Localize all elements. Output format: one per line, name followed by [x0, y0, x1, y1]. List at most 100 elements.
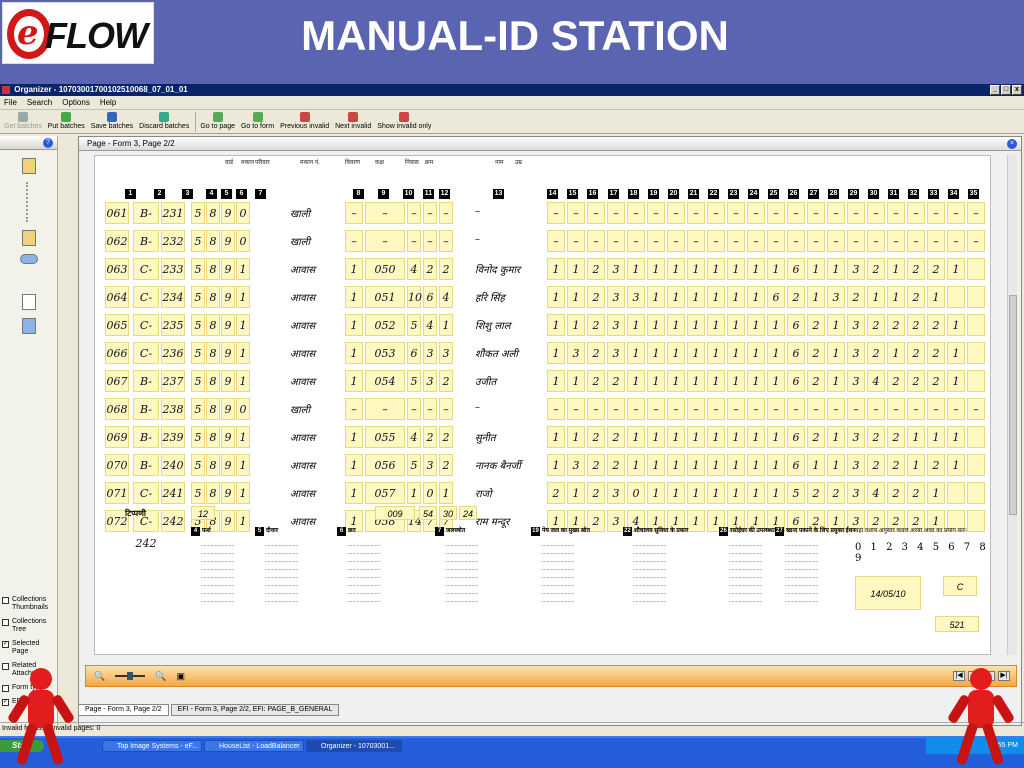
instruction-line: ........................: [541, 550, 575, 556]
instruction-line: ........................: [729, 550, 763, 556]
column-number: 21: [688, 189, 699, 199]
show-invalid-only-button[interactable]: Show invalid only: [377, 112, 431, 130]
menu-file[interactable]: File: [4, 98, 17, 107]
menu-help[interactable]: Help: [99, 98, 117, 107]
menu-options[interactable]: Options: [62, 98, 90, 107]
close-button[interactable]: x: [1012, 85, 1022, 95]
data-cell: 3: [423, 342, 437, 364]
checkbox[interactable]: ✓: [2, 641, 9, 648]
previous-invalid-icon: [299, 112, 310, 122]
data-cell: 1: [236, 258, 250, 280]
get-batches-button[interactable]: Get batches: [4, 112, 42, 130]
data-cell: 1: [567, 510, 585, 532]
tab-efi[interactable]: EFI - Form 3, Page 2/2, EFI: PAGE_B_GENE…: [170, 704, 340, 716]
total-cell: 54: [419, 506, 437, 520]
menu-search[interactable]: Search: [26, 98, 53, 107]
data-cell: 1: [687, 286, 705, 308]
form-page-image[interactable]: 1 2 3 4 5 6 7 8 9 10 11 12 13 14 15 16 17 18 19 20 21 22 23 24 2…: [94, 155, 991, 655]
next-invalid-button[interactable]: Next invalid: [335, 112, 371, 130]
red-figure-left: [6, 668, 78, 768]
option-related-attachment[interactable]: Related Attachment: [2, 662, 57, 678]
task-top-image-systems[interactable]: Top Image Systems - eF...: [102, 740, 202, 752]
data-cell: 1: [727, 482, 745, 504]
checkbox[interactable]: [2, 597, 9, 604]
zoom-slider-handle[interactable]: [127, 672, 134, 680]
data-cell: 5: [191, 286, 205, 308]
checkbox[interactable]: ✓: [2, 699, 9, 706]
data-cell: –: [667, 230, 685, 252]
stack-icon[interactable]: [21, 230, 36, 246]
option-form-type[interactable]: Form type: [2, 684, 57, 692]
data-cell: 1: [827, 314, 845, 336]
book-icon[interactable]: [21, 318, 36, 334]
task-organizer[interactable]: Organizer - 10703001...: [306, 740, 402, 752]
column-number: 12: [439, 189, 450, 199]
scroll-thumb[interactable]: [1009, 295, 1017, 515]
document-viewer: Page - Form 3, Page 2/2 × 1 2 3 4 5 6 7 8 9 10 11 1…: [78, 136, 1022, 726]
ruler-icon[interactable]: [25, 182, 32, 222]
data-cell: 1: [707, 426, 725, 448]
discard-batches-button[interactable]: Discard batches: [139, 112, 189, 130]
data-cell: 1: [345, 258, 363, 280]
tab-page-form[interactable]: Page - Form 3, Page 2/2: [78, 704, 169, 716]
data-cell: 1: [927, 426, 945, 448]
last-page-icon[interactable]: ▶|: [998, 671, 1010, 681]
maximize-button[interactable]: □: [1001, 85, 1011, 95]
glasses-icon[interactable]: [19, 254, 38, 264]
option-collections-thumbnails[interactable]: Collections Thumbnails: [2, 596, 57, 612]
option-collections-tree[interactable]: Collections Tree: [2, 618, 57, 634]
head-of-household-name: –: [475, 206, 480, 217]
instruction-line: ........................: [541, 558, 575, 564]
data-cell: 1: [947, 370, 965, 392]
help-icon[interactable]: ?: [43, 138, 53, 148]
document-icon[interactable]: [21, 294, 36, 310]
instruction-line: ........................: [201, 566, 235, 572]
data-cell: 2: [867, 510, 885, 532]
go-to-page-button[interactable]: Go to page: [200, 112, 235, 130]
data-cell: 1: [767, 454, 785, 476]
checkbox[interactable]: [2, 619, 9, 626]
data-cell: 3: [607, 314, 625, 336]
data-cell: 8: [206, 454, 220, 476]
instruction-line: ........................: [201, 590, 235, 596]
data-cell: 054: [365, 370, 405, 392]
zoom-in-icon[interactable]: 🔍: [155, 670, 167, 681]
data-cell: 5: [191, 370, 205, 392]
data-cell: 2: [423, 258, 437, 280]
zoom-out-icon[interactable]: 🔍: [94, 670, 106, 681]
data-cell: 1: [345, 370, 363, 392]
toolbar-label: Previous invalid: [280, 123, 330, 130]
previous-invalid-button[interactable]: Previous invalid: [280, 112, 329, 130]
data-cell: 235: [161, 314, 185, 336]
go-to-form-button[interactable]: Go to form: [241, 112, 274, 130]
checkbox[interactable]: [2, 663, 9, 670]
task-houselist[interactable]: HouseList - LoadBalancer: [204, 740, 304, 752]
data-cell: 064: [105, 286, 129, 308]
zoom-slider[interactable]: [115, 672, 146, 680]
put-batches-button[interactable]: Put batches: [48, 112, 85, 130]
toolbar: Get batches Put batches Save batches Discar…: [0, 110, 1024, 134]
data-cell: [967, 510, 985, 532]
data-cell: 3: [607, 342, 625, 364]
checkbox[interactable]: [2, 685, 9, 692]
column-number: 34: [948, 189, 959, 199]
header-text: मकान नं.: [300, 160, 320, 166]
data-cell: 1: [747, 370, 765, 392]
fit-page-icon[interactable]: ▣: [176, 670, 185, 681]
vertical-scrollbar[interactable]: [1007, 155, 1017, 655]
data-cell: 1: [687, 426, 705, 448]
put-batches-icon: [61, 112, 72, 122]
minimize-button[interactable]: _: [990, 85, 1000, 95]
data-cell: –: [423, 398, 437, 420]
data-cell: C-235: [133, 314, 159, 354]
option-selected-page[interactable]: ✓ Selected Page: [2, 640, 57, 656]
close-document-icon[interactable]: ×: [1007, 139, 1017, 149]
data-cell: 9: [221, 370, 235, 392]
section-title: खाना पकाने के लिए प्रयुक्त ईंधन: [786, 528, 856, 534]
save-batches-button[interactable]: Save batches: [91, 112, 133, 130]
page-thumbnail-icon[interactable]: [21, 158, 36, 174]
column-number: 26: [788, 189, 799, 199]
data-cell: –: [687, 230, 705, 252]
data-cell: 1: [707, 314, 725, 336]
first-page-icon[interactable]: |◀: [953, 671, 965, 681]
